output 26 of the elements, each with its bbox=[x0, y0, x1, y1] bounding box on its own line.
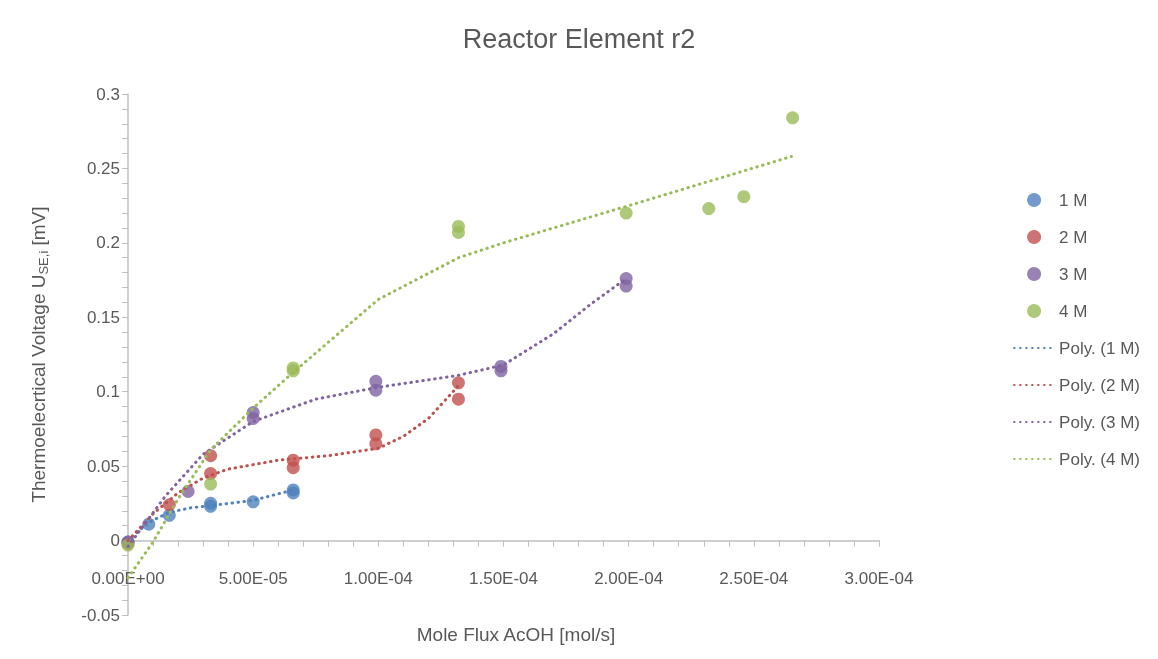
y-tick-label: 0 bbox=[110, 531, 120, 551]
legend-label: 4 M bbox=[1059, 301, 1088, 321]
y-tick-label: 0.25 bbox=[86, 158, 120, 178]
chart-title: Reactor Element r2 bbox=[462, 23, 696, 54]
y-axis-title: Thermoelecrtical Voltage USE,i [mV] bbox=[28, 206, 51, 503]
x-tick-label: 3.00E-04 bbox=[844, 569, 914, 588]
legend-label: Poly. (2 M) bbox=[1059, 375, 1141, 395]
y-tick-label: 0.1 bbox=[96, 382, 120, 402]
y-tick-label: 0.2 bbox=[96, 233, 120, 253]
x-tick-label: 2.50E-04 bbox=[719, 569, 789, 588]
y-tick-label: -0.05 bbox=[81, 605, 120, 625]
x-axis-title: Mole Flux AcOH [mol/s] bbox=[416, 624, 616, 645]
y-tick-label: 0.15 bbox=[86, 307, 120, 327]
legend-label: 3 M bbox=[1059, 264, 1088, 284]
x-tick-label: 0.00E+00 bbox=[91, 569, 165, 588]
x-tick-label: 1.00E-04 bbox=[343, 569, 413, 588]
x-tick-label: 2.00E-04 bbox=[594, 569, 664, 588]
legend-label: Poly. (3 M) bbox=[1059, 412, 1141, 432]
legend-label: Poly. (1 M) bbox=[1059, 338, 1141, 358]
y-tick-label: 0.3 bbox=[96, 84, 120, 104]
legend-label: 2 M bbox=[1059, 227, 1088, 247]
y-tick-label: 0.05 bbox=[86, 456, 120, 476]
legend-label: 1 M bbox=[1059, 190, 1088, 210]
legend-label: Poly. (4 M) bbox=[1059, 449, 1141, 469]
x-tick-label: 5.00E-05 bbox=[218, 569, 288, 588]
x-tick-label: 1.50E-04 bbox=[469, 569, 538, 588]
